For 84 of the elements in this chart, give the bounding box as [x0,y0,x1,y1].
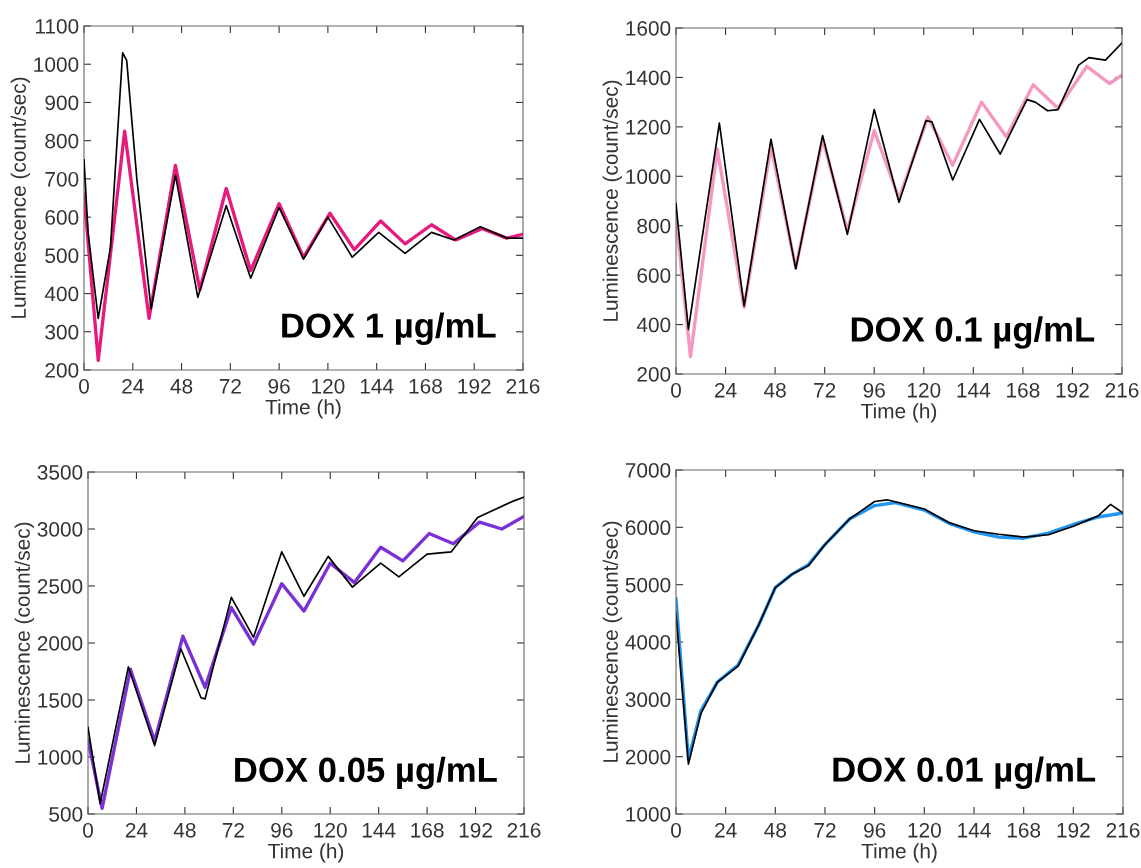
x-tick-label: 72 [222,822,244,838]
x-tick-label: 168 [411,822,444,838]
y-tick-label: 3000 [37,522,83,537]
x-tick-label: 24 [715,382,737,398]
annotation: DOX 1 µg/mL [282,312,496,345]
x-tick-label: 192 [458,378,491,394]
x-tick-label: 192 [1057,822,1090,838]
x-tick-label: 120 [314,822,347,838]
x-tick-label: 96 [271,822,293,838]
y-tick-label: 6000 [625,520,671,536]
y-tick-label: 900 [45,95,79,111]
x-tick-label: 144 [360,379,394,394]
y-tick-label: 2000 [625,749,671,765]
y-axis-title: Luminescence (count/sec) [602,80,623,321]
x-tick-label: 24 [125,822,148,838]
x-tick-label: 24 [122,378,144,394]
y-tick-label: 2500 [37,579,83,594]
x-tick-label: 120 [908,822,941,838]
y-tick-label: 600 [45,210,79,225]
y-tick-label: 2000 [37,636,83,651]
y-tick-label: 400 [636,317,671,333]
x-tick-label: 48 [764,382,786,398]
x-tick-label: 144 [958,823,991,838]
x-tick-label: 144 [957,383,991,398]
y-tick-label: 3000 [625,692,671,708]
annotation: DOX 0.1 µg/mL [851,316,1095,349]
x-tick-label: 192 [459,822,492,838]
y-tick-label: 600 [637,268,671,283]
x-tick-label: 72 [219,378,241,394]
x-tick-label: 216 [1106,822,1140,838]
y-tick-label: 500 [45,248,79,264]
y-tick-label: 3500 [37,465,83,480]
x-axis-title: Time (h) [265,399,341,419]
y-tick-label: 1000 [34,57,79,72]
x-tick-label: 168 [1007,822,1041,838]
annotation: DOX 0.05 µg/mL [235,756,497,790]
x-tick-label: 0 [79,378,89,394]
y-tick-label: 800 [637,218,671,234]
y-tick-label: 1400 [626,70,671,86]
x-tick-label: 0 [671,382,681,398]
y-tick-label: 300 [45,324,79,340]
x-tick-label: 72 [814,822,836,838]
x-tick-label: 96 [268,378,290,394]
y-tick-label: 1600 [626,21,671,36]
y-axis-title: Luminescence (count/sec) [602,521,623,762]
x-tick-label: 144 [362,823,396,838]
x-tick-label: 120 [312,378,345,394]
x-tick-label: 192 [1056,382,1089,398]
x-axis-title: Time (h) [861,843,937,863]
y-tick-label: 1000 [626,169,671,185]
x-tick-label: 216 [507,822,541,838]
y-tick-label: 1500 [38,693,83,708]
y-tick-label: 7000 [625,463,671,478]
y-tick-label: 200 [45,363,79,378]
x-tick-label: 168 [1007,382,1040,398]
x-tick-label: 120 [907,382,941,398]
x-tick-label: 96 [864,822,886,838]
x-tick-label: 168 [409,378,442,394]
x-tick-label: 0 [671,822,681,838]
x-tick-label: 216 [1105,382,1139,398]
y-tick-label: 500 [49,807,83,822]
annotation: DOX 0.01 µg/mL [833,756,1096,789]
y-tick-label: 700 [45,171,79,187]
x-tick-label: 72 [814,382,836,398]
y-tick-label: 1100 [35,19,79,34]
y-axis-title: Luminescence (count/sec) [10,77,31,318]
x-axis-title: Time (h) [861,403,937,423]
y-tick-label: 200 [637,367,671,382]
x-tick-label: 24 [715,822,737,838]
y-tick-label: 4000 [625,635,671,650]
y-axis-title: Luminescence (count/sec) [14,522,35,763]
y-tick-label: 800 [45,133,79,149]
y-tick-label: 1000 [626,807,671,822]
x-tick-label: 48 [764,822,787,838]
y-tick-label: 400 [44,286,79,302]
x-tick-label: 48 [170,378,193,394]
y-tick-label: 1000 [38,750,83,765]
x-tick-label: 0 [83,822,93,838]
x-tick-label: 216 [506,378,540,394]
x-tick-label: 96 [863,382,885,398]
y-tick-label: 5000 [625,577,671,593]
x-tick-label: 48 [173,822,196,838]
x-axis-title: Time (h) [268,843,344,863]
y-tick-label: 1200 [626,119,671,135]
